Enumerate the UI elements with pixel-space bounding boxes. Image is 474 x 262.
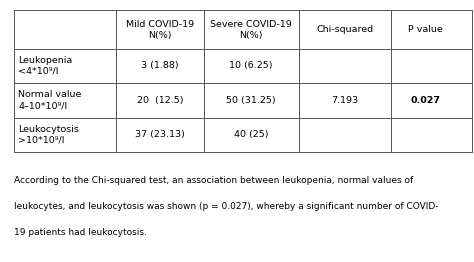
Text: Leukopenia
<4*10⁹/l: Leukopenia <4*10⁹/l — [18, 56, 72, 76]
Text: P value: P value — [408, 25, 443, 34]
Text: 20  (12.5): 20 (12.5) — [137, 96, 183, 105]
Text: 7.193: 7.193 — [331, 96, 358, 105]
Text: Severe COVID-19
N(%): Severe COVID-19 N(%) — [210, 20, 292, 40]
Text: Chi-squared: Chi-squared — [316, 25, 374, 34]
Text: According to the Chi-squared test, an association between leukopenia, normal val: According to the Chi-squared test, an as… — [14, 176, 413, 184]
Text: 3 (1.88): 3 (1.88) — [141, 61, 179, 70]
Text: Normal value
4–10*10⁹/l: Normal value 4–10*10⁹/l — [18, 90, 82, 110]
Text: 50 (31.25): 50 (31.25) — [227, 96, 276, 105]
Text: 10 (6.25): 10 (6.25) — [229, 61, 273, 70]
Text: Mild COVID-19
N(%): Mild COVID-19 N(%) — [126, 20, 194, 40]
Text: Leukocytosis
>10*10⁹/l: Leukocytosis >10*10⁹/l — [18, 125, 79, 145]
Text: 37 (23.13): 37 (23.13) — [135, 130, 185, 139]
Text: 0.027: 0.027 — [410, 96, 440, 105]
Text: leukocytes, and leukocytosis was shown (p = 0.027), whereby a significant number: leukocytes, and leukocytosis was shown (… — [14, 202, 439, 211]
Text: 19 patients had leukocytosis.: 19 patients had leukocytosis. — [14, 228, 147, 237]
Text: 40 (25): 40 (25) — [234, 130, 268, 139]
